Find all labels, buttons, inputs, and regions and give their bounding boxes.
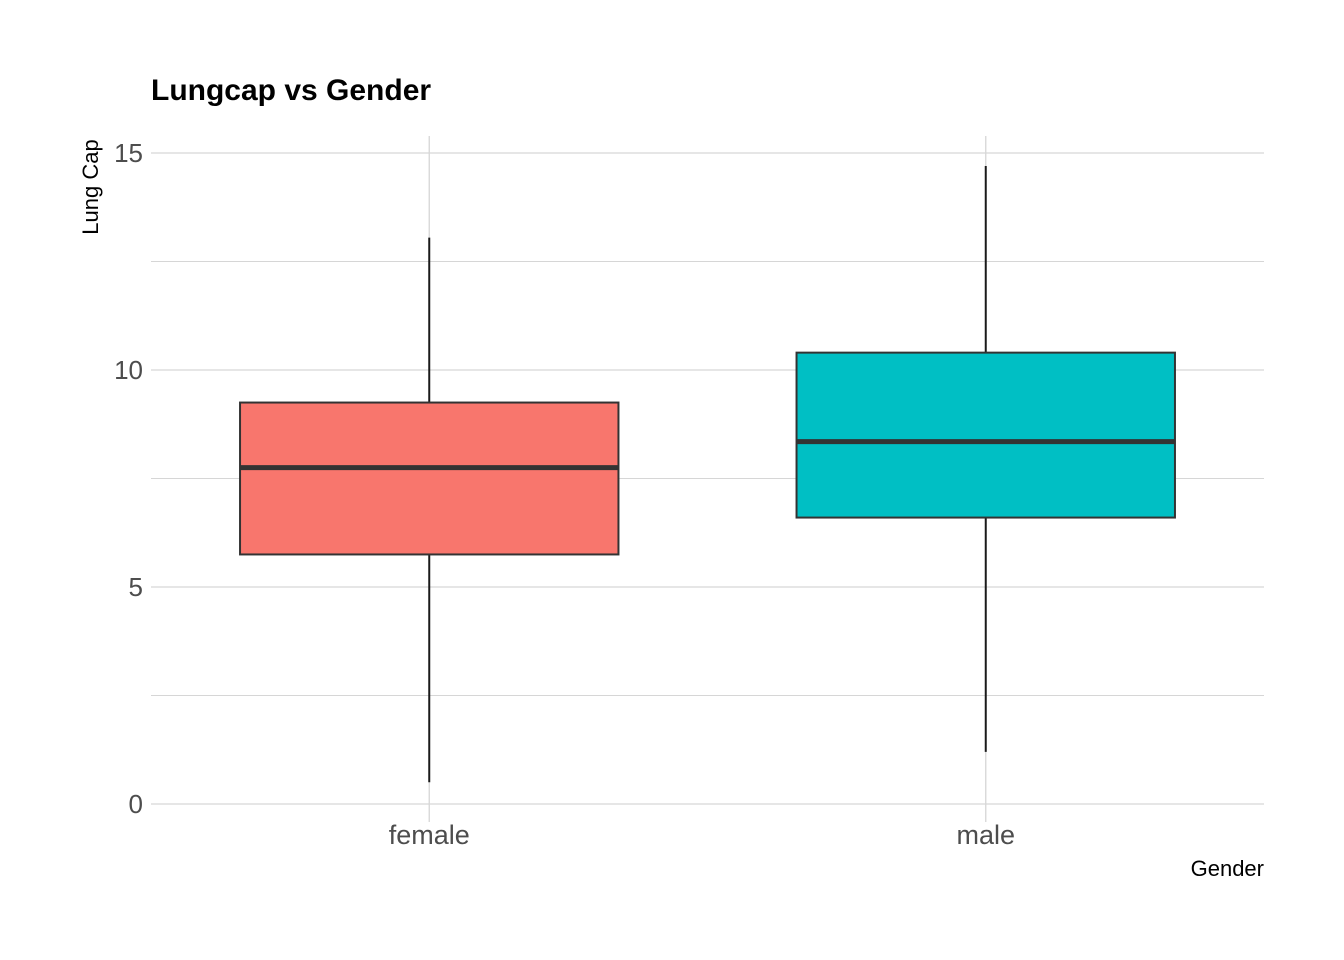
box-layer [239, 351, 1176, 556]
x-tick-label: male [956, 820, 1015, 850]
chart-title: Lungcap vs Gender [151, 74, 432, 107]
y-tick-label: 10 [114, 355, 143, 385]
box-female [239, 401, 620, 556]
y-tick-label: 5 [129, 572, 143, 602]
y-tick-label: 0 [129, 789, 143, 819]
box-male [795, 351, 1176, 519]
x-tick-label: female [389, 820, 470, 850]
y-tick-label: 15 [114, 138, 143, 168]
whisker-layer [428, 166, 987, 783]
y-axis-label: Lung Cap [78, 139, 103, 234]
tick-layer: 0 5 10 15 female male [114, 138, 1015, 850]
x-axis-label: Gender [1191, 856, 1264, 881]
